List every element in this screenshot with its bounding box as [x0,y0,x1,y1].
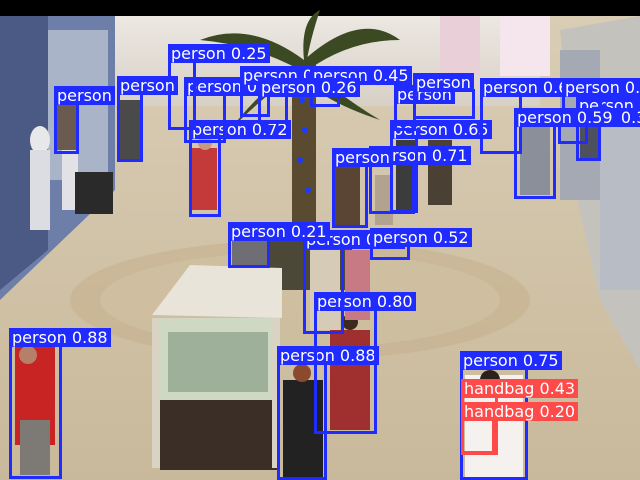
detection-box: person 0.80 [314,292,416,434]
detection-box: person 0.26 [258,78,360,124]
detection-box: person [413,73,475,119]
detection-label: person [117,76,178,95]
kiosk [152,265,282,470]
detection-label: person 0.21 [228,222,330,241]
detection-label: person [413,73,474,92]
detection-box: person 0.31 [562,78,640,114]
trash-bin [75,172,113,214]
detection-label: person 0.59 [514,108,616,127]
detection-label: person [332,148,393,167]
detection-box: person 0.59 [514,108,616,199]
detection-label: person 0.25 [168,44,270,63]
detection-label: person 0.52 [370,228,472,247]
detection-box: person [54,86,115,154]
detection-box: person 0.65 [390,120,492,213]
detection-box: person 0.67 [480,78,582,154]
top-bar [0,0,640,16]
detection-label: handbag 0.43 [461,379,579,398]
detection-label: person 0.26 [258,78,360,97]
detection-label: handbag 0.20 [461,402,579,421]
detection-box: person 0.88 [9,328,111,479]
detection-box: person 0.88 [277,346,379,480]
detection-box: person [117,76,178,162]
detection-box: person 0.72 [189,120,291,217]
detection-label: person 0.80 [314,292,416,311]
detection-box: person 0.21 [228,222,330,268]
detection-box: handbag 0.20 [461,402,579,454]
detection-box: person 0.25 [168,44,270,130]
detection-box: person 0.70 [303,230,405,334]
detection-label: person 0.72 [189,120,291,139]
detection-box: person 0.52 [370,228,472,260]
detection-label: person 0.31 [562,78,640,97]
detection-label: person 0.75 [460,351,562,370]
detection-label: person [54,86,115,105]
detection-box: handbag 0.43 [461,379,579,455]
detection-box: person [332,148,393,228]
detection-label: person 0.67 [480,78,582,97]
detection-label: person 0.88 [277,346,379,365]
detection-box: person 0.35 [558,108,640,144]
detection-label: person 0.88 [9,328,111,347]
detection-label: person 0.71 [369,146,471,165]
